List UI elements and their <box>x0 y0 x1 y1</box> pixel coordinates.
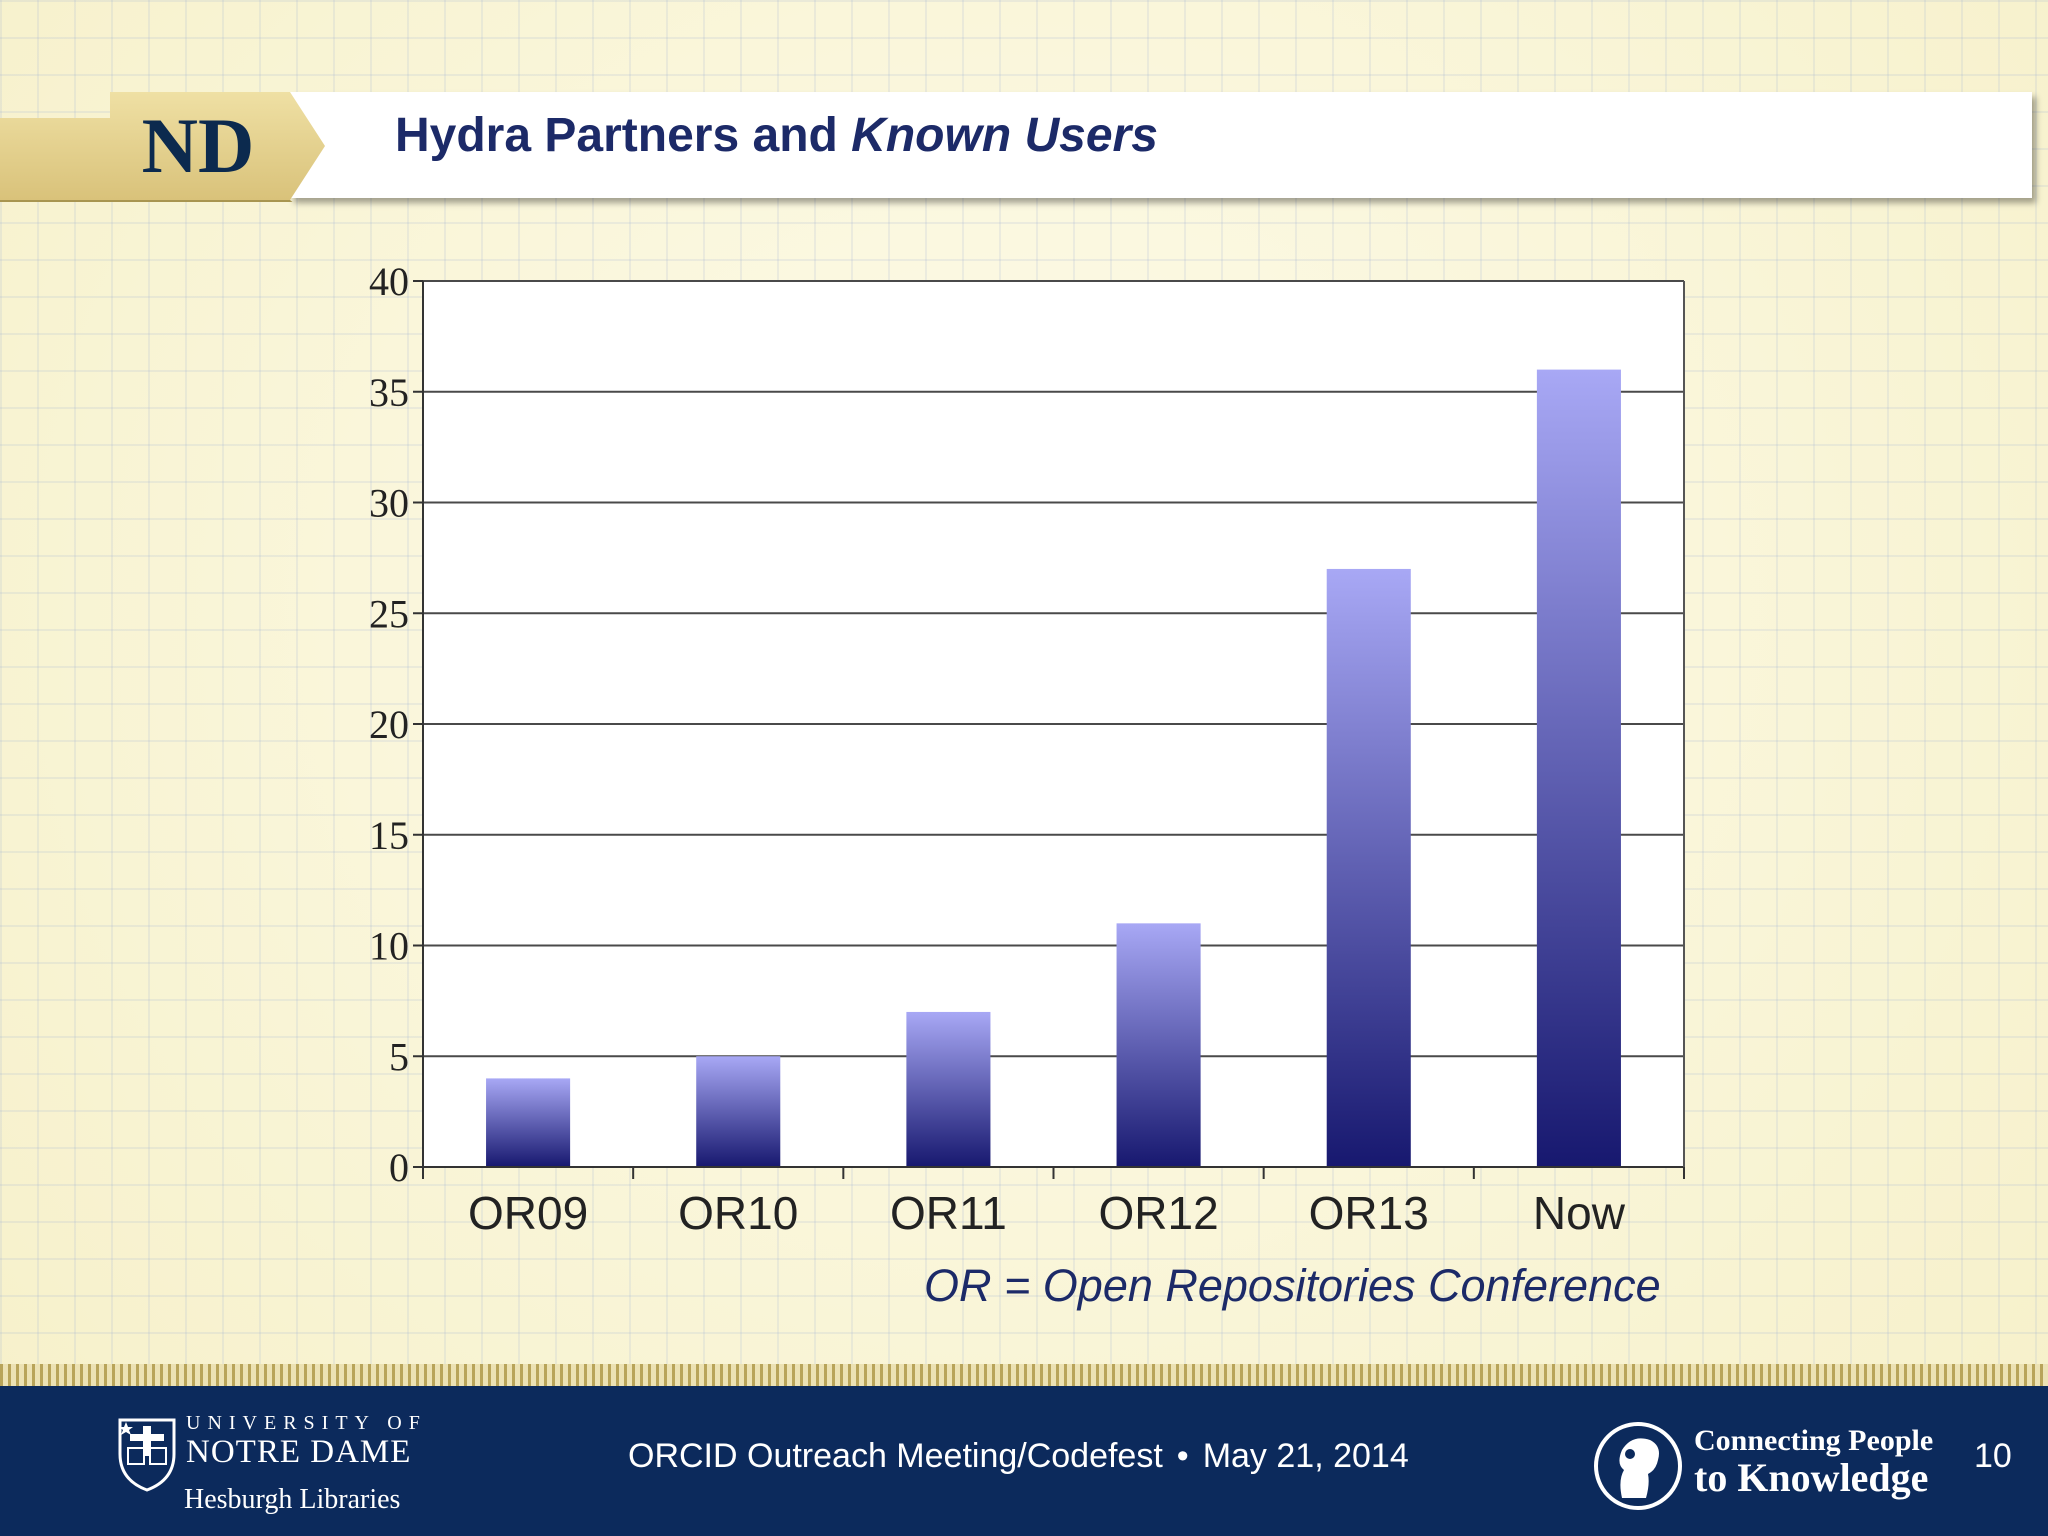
hesburgh-libraries-text: Hesburgh Libraries <box>184 1484 401 1515</box>
hesburgh-profile-icon <box>1594 1422 1682 1510</box>
footer-separator: • <box>1176 1437 1189 1475</box>
nd-logo-badge: ND <box>0 92 325 202</box>
x-tick-label: OR12 <box>1098 1187 1218 1239</box>
y-tick-label: 0 <box>389 1145 409 1190</box>
event-date: May 21, 2014 <box>1202 1437 1409 1475</box>
footer-stripe <box>0 1364 2048 1386</box>
chart-footnote: OR = Open Repositories Conference <box>924 1260 1661 1311</box>
x-tick-label: OR13 <box>1309 1187 1429 1239</box>
notre-dame-text: NOTRE DAME <box>186 1434 412 1470</box>
university-of-text: UNIVERSITY OF <box>186 1412 427 1434</box>
x-tick-label: OR11 <box>890 1187 1007 1239</box>
page-number: 10 <box>1974 1437 2012 1475</box>
y-tick-label: 25 <box>369 591 409 636</box>
y-tick-label: 30 <box>369 481 409 526</box>
y-tick-label: 10 <box>369 924 409 969</box>
bar-now <box>1536 369 1621 1168</box>
bar-or10 <box>696 1056 781 1167</box>
y-tick-label: 35 <box>369 370 409 415</box>
title-bar <box>290 92 2032 198</box>
bar-or09 <box>486 1078 571 1167</box>
x-tick-label: OR09 <box>468 1187 588 1239</box>
x-tick-label: OR10 <box>678 1187 798 1239</box>
slide-title-main: Hydra Partners and <box>395 109 852 162</box>
footer-bar <box>0 1386 2048 1536</box>
y-tick-label: 40 <box>369 259 409 304</box>
x-tick-label: Now <box>1533 1187 1626 1239</box>
tagline-line1: Connecting People <box>1694 1424 1934 1457</box>
footer-event-info: ORCID Outreach Meeting/Codefest • May 21, … <box>628 1432 1409 1480</box>
university-seal-icon <box>118 1418 176 1492</box>
y-tick-label: 20 <box>369 702 409 747</box>
tagline-line2: to Knowledge <box>1694 1455 1929 1500</box>
event-name: ORCID Outreach Meeting/Codefest <box>628 1437 1163 1475</box>
y-tick-label: 15 <box>369 813 409 858</box>
slide-title: Hydra Partners and Known Users <box>395 104 1158 168</box>
bar-or11 <box>906 1011 991 1167</box>
bar-or12 <box>1116 923 1201 1167</box>
bar-or13 <box>1326 568 1411 1167</box>
y-tick-label: 5 <box>389 1034 409 1079</box>
slide-title-emphasis: Known Users <box>851 109 1158 162</box>
notre-dame-libraries-logo: UNIVERSITY OF NOTRE DAME Hesburgh Librar… <box>116 1412 446 1522</box>
nd-logo-icon: ND <box>142 102 255 189</box>
